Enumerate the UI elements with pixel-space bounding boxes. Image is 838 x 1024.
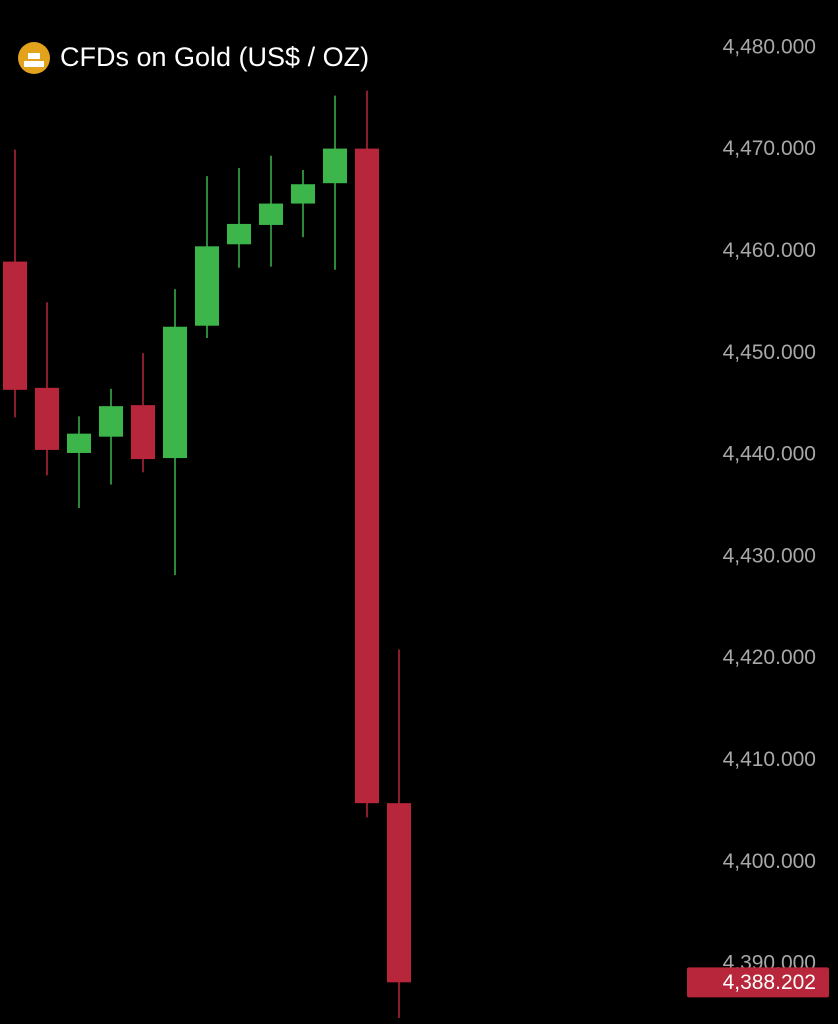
candle-body — [35, 387, 59, 450]
y-tick-label: 4,440.000 — [723, 443, 816, 466]
candle-body — [131, 405, 155, 460]
candle-body — [355, 148, 379, 804]
y-tick-label: 4,450.000 — [723, 341, 816, 364]
candle-body — [99, 406, 123, 437]
gold-icon — [18, 42, 50, 74]
candle-body — [259, 203, 283, 225]
candle-body — [227, 223, 251, 245]
y-tick-label: 4,480.000 — [723, 35, 816, 58]
y-tick-label: 4,400.000 — [723, 850, 816, 873]
candle-body — [387, 803, 411, 983]
y-tick-label: 4,410.000 — [723, 748, 816, 771]
candle-body — [323, 148, 347, 184]
y-tick-label: 4,420.000 — [723, 646, 816, 669]
candle-body — [163, 326, 187, 459]
last-price-box — [687, 967, 829, 998]
candle-body — [291, 184, 315, 204]
chart-title: CFDs on Gold (US$ / OZ) — [60, 42, 369, 72]
y-tick-label: 4,470.000 — [723, 137, 816, 160]
candle-body — [195, 246, 219, 326]
last-price-label: 4,388.202 — [723, 971, 816, 994]
y-tick-label: 4,460.000 — [723, 239, 816, 262]
plot: 4,480.000 4,470.000 4,460.000 4,450.000 4,44… — [3, 35, 829, 1018]
candle-body — [3, 261, 27, 390]
candle-body — [67, 433, 91, 453]
y-tick-label: 4,430.000 — [723, 544, 816, 567]
